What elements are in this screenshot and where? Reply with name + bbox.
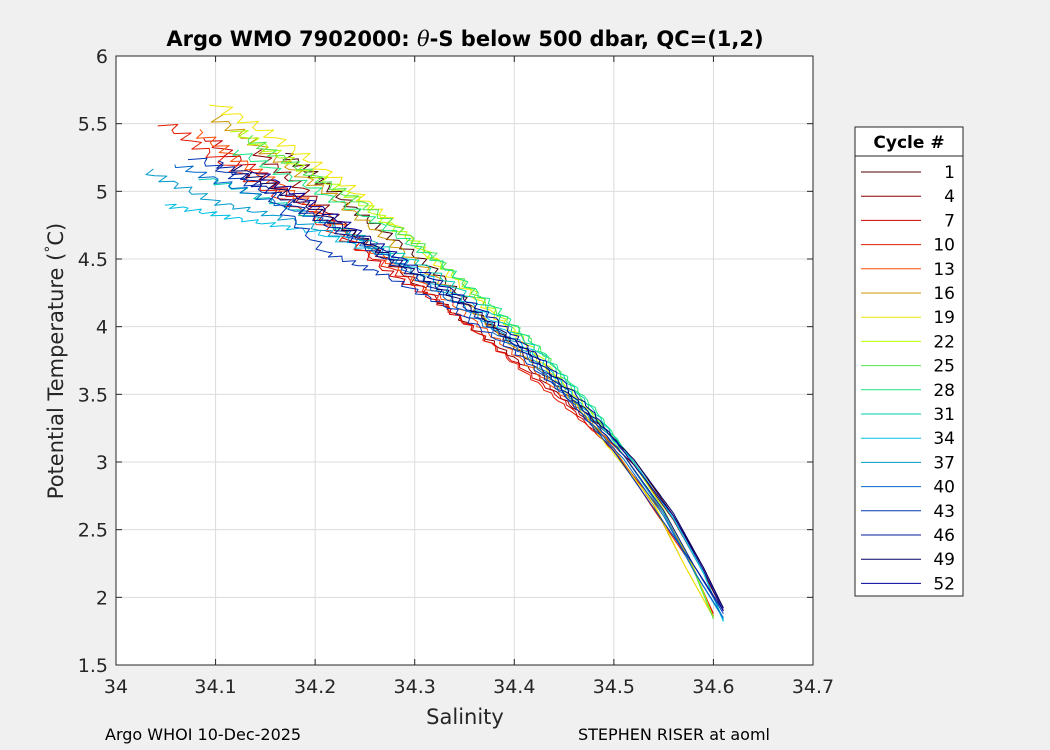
legend-label-cycle-46: 46 — [933, 526, 955, 546]
legend-label-cycle-34: 34 — [933, 429, 955, 449]
legend-label-cycle-43: 43 — [933, 502, 955, 522]
y-tick-label: 4.5 — [78, 249, 108, 271]
y-tick-label: 5 — [96, 181, 108, 203]
legend: Cycle # 1 4 7 10 13 16 19 22 25 28 31 34 37 40 43 46 49 5… — [854, 126, 964, 597]
plot-background — [116, 56, 813, 665]
y-label-unit: C) — [44, 223, 68, 246]
legend-label-cycle-13: 13 — [933, 260, 955, 280]
y-axis-label: Potential Temperature (°C) — [43, 223, 68, 499]
y-tick-label: 2.5 — [78, 520, 108, 542]
footer-operator: STEPHEN RISER at aoml — [578, 725, 770, 744]
x-tick-label: 34.1 — [194, 676, 236, 698]
series-line-cycle-52 — [250, 171, 724, 612]
series-line-cycle-49 — [232, 164, 724, 609]
footer-source: Argo WHOI 10-Dec-2025 — [105, 725, 302, 744]
x-tick-label: 34.6 — [692, 676, 734, 698]
y-tick-label: 3 — [96, 452, 108, 474]
legend-label-cycle-10: 10 — [933, 236, 955, 256]
legend-label-cycle-4: 4 — [944, 187, 955, 207]
series-line-cycle-43 — [187, 157, 724, 614]
title-prefix: Argo WMO 7902000: — [166, 27, 417, 51]
legend-box — [854, 126, 964, 597]
y-label-degree: ° — [43, 246, 59, 253]
x-tick-label: 34 — [104, 676, 128, 698]
x-tick-label: 34.4 — [493, 676, 535, 698]
plot-frame — [115, 55, 814, 666]
legend-label-cycle-1: 1 — [944, 163, 955, 183]
legend-title: Cycle # — [873, 133, 944, 153]
y-label-main: Potential Temperature ( — [44, 253, 68, 500]
legend-label-cycle-37: 37 — [933, 453, 955, 473]
legend-label-cycle-22: 22 — [933, 332, 955, 352]
legend-label-cycle-25: 25 — [933, 357, 955, 377]
legend-label-cycle-19: 19 — [933, 308, 955, 328]
x-axis-label: Salinity — [426, 705, 504, 729]
y-tick-label: 2 — [96, 587, 108, 609]
title-suffix: -S below 500 dbar, QC=(1,2) — [430, 27, 764, 51]
legend-label-cycle-28: 28 — [933, 381, 955, 401]
x-tick-label: 34.3 — [394, 676, 436, 698]
legend-items: 1 4 7 10 13 16 19 22 25 28 31 34 37 40 43 46 49 52 — [861, 163, 955, 594]
legend-label-cycle-16: 16 — [933, 284, 955, 304]
y-tick-label: 6 — [96, 46, 108, 68]
legend-label-cycle-52: 52 — [933, 574, 955, 594]
series-line-cycle-46 — [216, 160, 724, 612]
y-tick-label: 1.5 — [78, 655, 108, 677]
x-tick-label: 34.2 — [294, 676, 336, 698]
legend-label-cycle-31: 31 — [933, 405, 955, 425]
legend-label-cycle-49: 49 — [933, 550, 955, 570]
series-line-cycle-16 — [210, 114, 714, 618]
title-theta: θ — [417, 27, 430, 51]
y-tick-label: 3.5 — [78, 384, 108, 406]
chart-title: Argo WMO 7902000: θ-S below 500 dbar, QC… — [166, 27, 763, 51]
series-line-cycle-34 — [164, 203, 724, 622]
legend-label-cycle-7: 7 — [944, 211, 955, 231]
x-tick-label: 34.7 — [792, 676, 834, 698]
y-tick-label: 5.5 — [78, 114, 108, 136]
y-tick-label: 4 — [96, 317, 108, 339]
series-layer — [145, 104, 724, 622]
y-axis-ticks: 1.5 2 2.5 3 3.5 4 4.5 5 5.5 6 — [78, 46, 813, 677]
x-axis-ticks: 34 34.1 34.2 34.3 34.4 34.5 34.6 34.7 — [104, 56, 834, 698]
legend-label-cycle-40: 40 — [933, 478, 955, 498]
x-tick-label: 34.5 — [593, 676, 635, 698]
